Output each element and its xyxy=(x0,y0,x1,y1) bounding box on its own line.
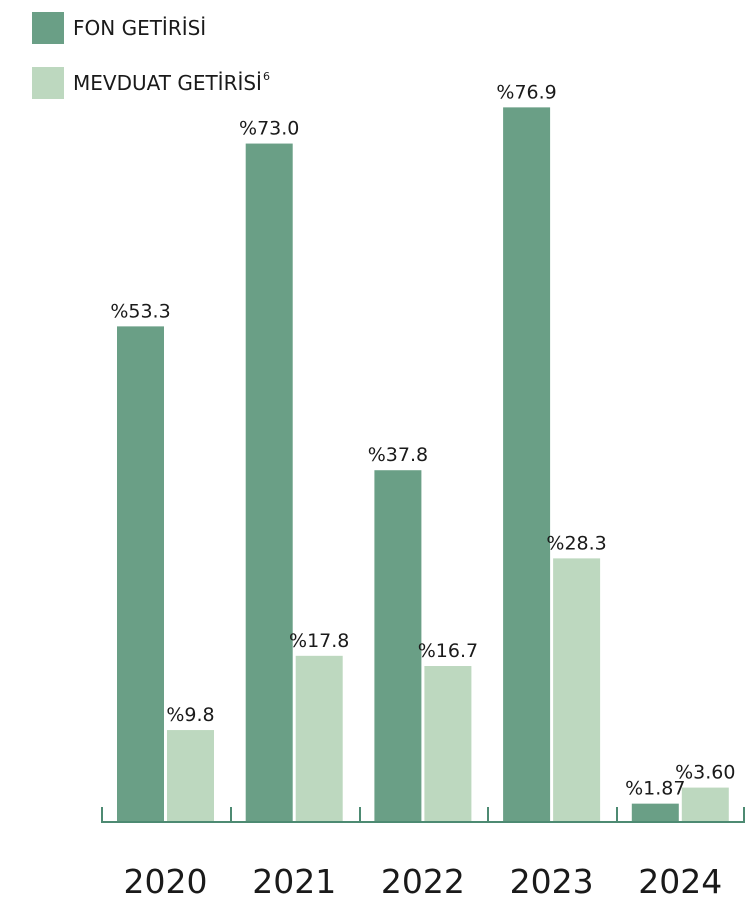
bar-2023-deposit xyxy=(553,558,601,821)
bar-2021-fund xyxy=(245,143,293,821)
bar-2020-fund xyxy=(117,326,164,821)
legend-footnote-marker: 6 xyxy=(262,70,270,84)
data-label-2024-fund: %1.87 xyxy=(625,778,685,800)
x-tick-label-2021: 2021 xyxy=(252,862,336,901)
data-label-2021-deposit: %17.8 xyxy=(289,630,349,652)
legend-item-fund: FON GETİRİSİ xyxy=(32,12,206,44)
legend-swatch-fund xyxy=(32,12,64,44)
bar-2022-deposit xyxy=(424,666,472,821)
data-label-2022-fund: %37.8 xyxy=(368,444,428,466)
data-label-2023-deposit: %28.3 xyxy=(546,532,606,554)
data-label-2021-fund: %73.0 xyxy=(239,118,299,140)
bar-2021-deposit xyxy=(295,655,343,821)
legend-label-fund: FON GETİRİSİ xyxy=(73,16,207,40)
data-label-2023-fund: %76.9 xyxy=(496,81,556,103)
bar-2020-deposit xyxy=(167,730,214,821)
x-tick-label-2023: 2023 xyxy=(510,862,594,901)
bar-2023-fund xyxy=(503,107,551,822)
data-label-2020-fund: %53.3 xyxy=(110,300,170,322)
bar-2024-deposit xyxy=(681,787,729,821)
data-label-2020-deposit: %9.8 xyxy=(166,704,214,726)
x-tick-label-2022: 2022 xyxy=(381,862,465,901)
data-label-2022-deposit: %16.7 xyxy=(418,640,478,662)
legend-swatch-deposit xyxy=(32,67,64,99)
legend-label-deposit: MEVDUAT GETİRİSİ6 xyxy=(73,70,270,95)
legend-item-deposit: MEVDUAT GETİRİSİ6 xyxy=(32,67,270,99)
legend-label-deposit-text: MEVDUAT GETİRİSİ xyxy=(73,71,262,95)
bar-2022-fund xyxy=(374,470,422,821)
x-tick-label-2024: 2024 xyxy=(638,862,722,901)
x-tick-label-2020: 2020 xyxy=(124,862,208,901)
bar-2024-fund xyxy=(631,803,679,821)
data-label-2024-deposit: %3.60 xyxy=(675,762,735,784)
